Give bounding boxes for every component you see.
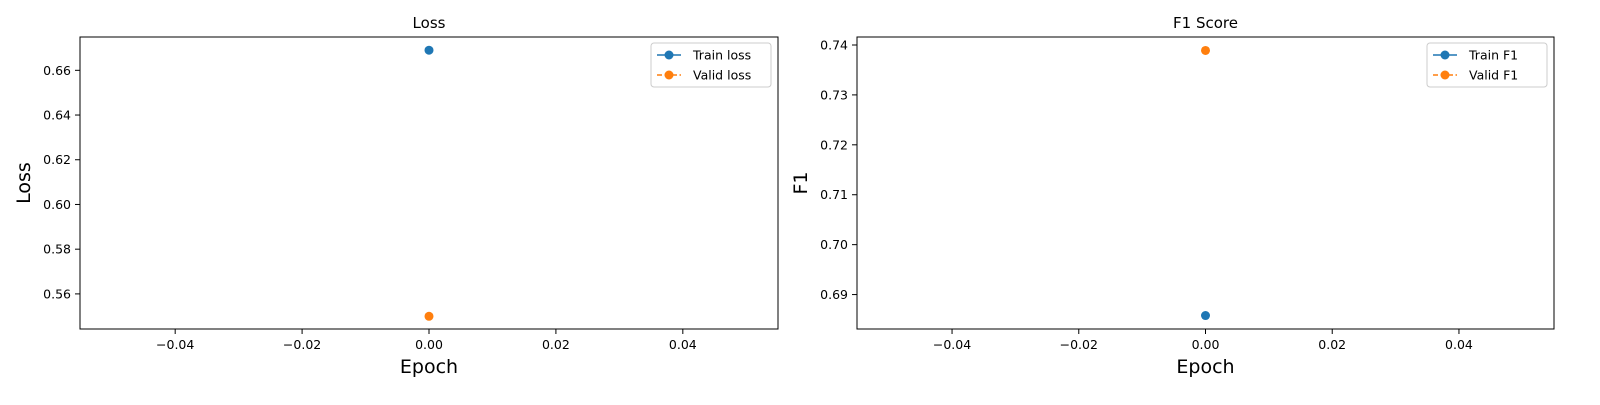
x-tick-label: 0.00: [415, 337, 443, 352]
x-tick-label: 0.02: [542, 337, 570, 352]
legend-label: Valid F1: [1469, 68, 1518, 83]
x-tick-label: −0.02: [283, 337, 321, 352]
y-tick-label: 0.62: [43, 152, 71, 167]
x-tick-label: 0.02: [1318, 337, 1346, 352]
legend-marker: [664, 50, 674, 60]
data-point: [1201, 45, 1210, 55]
series-2: [1201, 45, 1210, 55]
legend-marker: [664, 70, 674, 80]
legend: Train loss Valid loss: [650, 42, 772, 88]
y-tick-label: 0.73: [820, 87, 848, 102]
y-tick-label: 0.56: [43, 286, 71, 301]
x-tick-label: 0.00: [1192, 337, 1220, 352]
x-tick-label: 0.04: [1445, 337, 1473, 352]
legend-label: Train loss: [692, 48, 751, 63]
legend-label: Valid loss: [693, 68, 751, 83]
y-tick-label: 0.66: [43, 63, 71, 78]
x-tick-label: −0.02: [1060, 337, 1098, 352]
legend-marker: [1440, 50, 1450, 60]
series-1: [424, 45, 434, 55]
y-tick-label: 0.74: [820, 37, 848, 52]
series-2: [424, 311, 434, 321]
y-axis-label: Loss: [13, 162, 35, 204]
chart-panel-2: F1 Score Epoch F1 −0.04 −0.02 0.00 0.02 0.04 0.6…: [790, 14, 1555, 378]
y-tick-label: 0.69: [820, 287, 848, 302]
legend-label: Train F1: [1468, 48, 1518, 63]
data-point: [424, 45, 434, 55]
x-axis-label: Epoch: [1176, 356, 1234, 378]
chart-panel-1: Loss Epoch Loss −0.04 −0.02 0.00 0.02 0.04 0.56 0…: [13, 14, 779, 378]
series-1: [1201, 311, 1210, 321]
y-tick-label: 0.60: [43, 197, 71, 212]
y-tick-label: 0.70: [820, 237, 848, 252]
legend-box: [1426, 42, 1548, 88]
data-point: [424, 311, 434, 321]
x-tick-label: −0.04: [156, 337, 194, 352]
y-tick-label: 0.72: [820, 137, 848, 152]
legend: Train F1 Valid F1: [1426, 42, 1548, 88]
legend-marker: [1440, 70, 1450, 80]
chart-title: F1 Score: [1173, 14, 1238, 32]
y-tick-label: 0.64: [43, 108, 71, 123]
x-axis-label: Epoch: [400, 356, 458, 378]
x-tick-label: −0.04: [933, 337, 971, 352]
x-tick-label: 0.04: [669, 337, 697, 352]
data-point: [1201, 311, 1210, 321]
y-axis-label: F1: [790, 171, 812, 194]
chart-title: Loss: [413, 14, 446, 32]
legend-box: [650, 42, 772, 88]
y-tick-label: 0.71: [820, 187, 848, 202]
y-tick-label: 0.58: [43, 242, 71, 257]
